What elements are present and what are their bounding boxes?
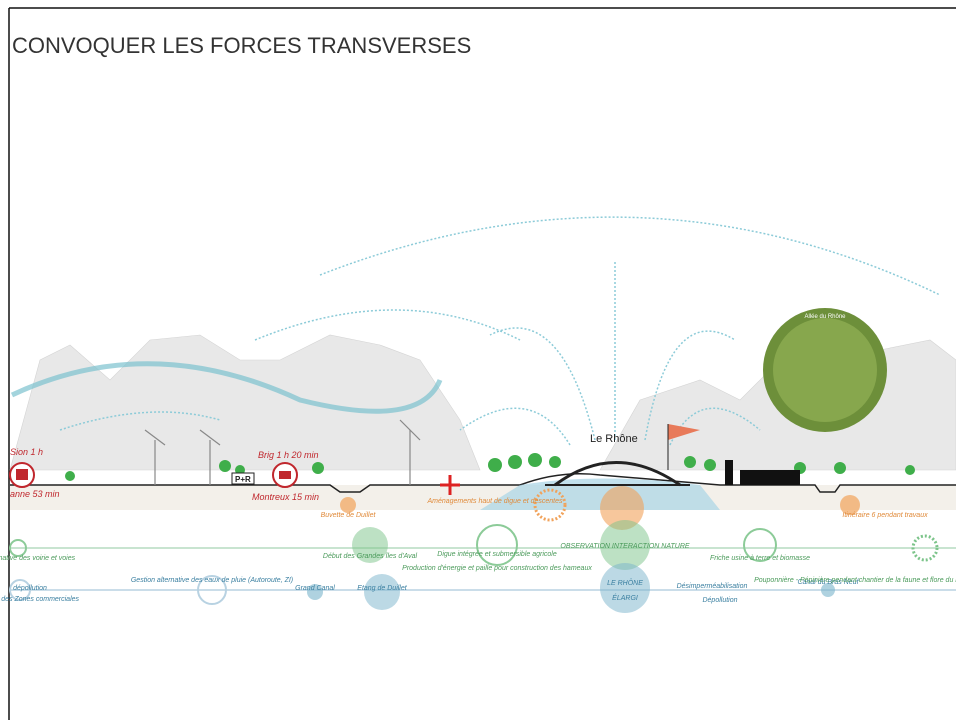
annotation: Dépollution [702,597,737,604]
annotation: OBSERVATION INTERACTION NATURE [560,543,689,550]
title: CONVOQUER LES FORCES TRANSVERSES [12,33,471,58]
transport-label: Sion 1 h [10,447,43,457]
annotation: Production d'énergie et paille pour cons… [402,565,592,572]
annotation: Buvette de Duillet [321,512,377,519]
annotation: Digue intégrée et submersible agricole [437,551,557,558]
annotation: ilation des Zones commerciales [0,596,80,603]
river-label: Le Rhône [590,433,638,445]
annotation: Friche usine à terre et biomasse [710,555,810,562]
page: CONVOQUER LES FORCES TRANSVERSES Le Rhôn… [0,0,956,720]
annotation: Grand Canal [295,585,335,592]
annotation: Désimperméabilisation [677,583,748,590]
annotation: Pouponnière - Pépinière pendant chantier… [754,577,956,584]
annotation: Aménagements haut de digue et descentes [426,498,563,505]
annotation: Gestion alternative des eaux de pluie (A… [131,577,293,584]
transport-label: anne 53 min [10,489,60,499]
annotation: alternative des voirie et voies [0,555,76,562]
annotation: Itinéraire 6 pendant travaux [842,512,928,519]
section-diagram: CONVOQUER LES FORCES TRANSVERSES Le Rhôn… [0,0,956,720]
transport-label: Brig 1 h 20 min [258,450,319,460]
transport-label: Montreux 15 min [252,492,319,502]
annotation: ÉLARGI [612,593,638,602]
annotation: LE RHÔNE [607,578,643,587]
annotation: Etang de Duillet [357,585,407,592]
photo-caption: Allée du Rhône [804,314,846,320]
parking-label: P+R [235,475,251,484]
annotation: Début des Grandes îles d'Aval [323,553,418,560]
annotation: dépollution [13,585,47,592]
